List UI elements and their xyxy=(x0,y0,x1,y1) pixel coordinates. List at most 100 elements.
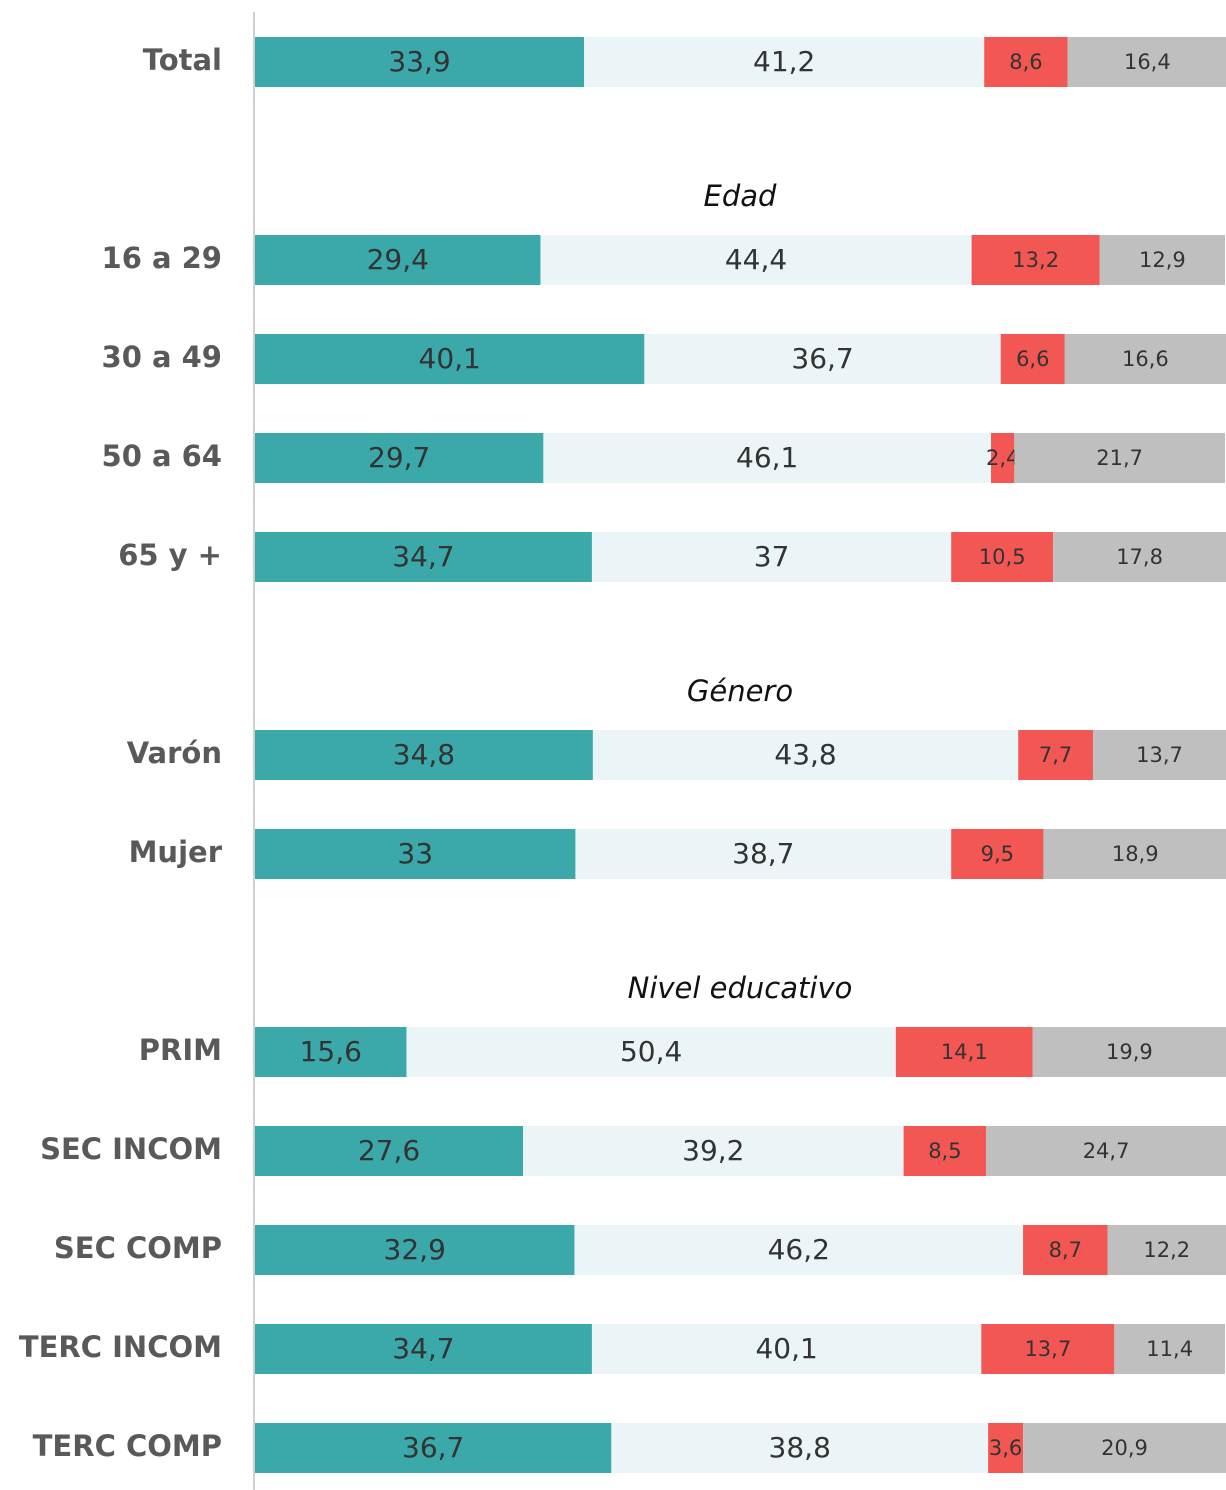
group-label: Edad xyxy=(704,179,778,213)
category-label: Total xyxy=(143,43,222,77)
value-label: 8,6 xyxy=(1009,50,1042,74)
category-label: Mujer xyxy=(129,835,223,869)
value-label: 34,7 xyxy=(392,1332,454,1365)
value-label: 29,7 xyxy=(368,441,430,474)
value-label: 6,6 xyxy=(1016,347,1049,371)
value-label: 2,4 xyxy=(986,446,1019,470)
bar-segment xyxy=(255,1225,575,1275)
bar-segment xyxy=(981,1324,1115,1374)
group-label: Nivel educativo xyxy=(628,971,853,1005)
bar-segment xyxy=(1064,334,1226,384)
value-label: 27,6 xyxy=(358,1134,420,1167)
value-label: 18,9 xyxy=(1112,842,1159,866)
category-label: Varón xyxy=(127,736,222,770)
value-label: 46,1 xyxy=(736,441,798,474)
value-label: 8,5 xyxy=(928,1139,961,1163)
bar-segment xyxy=(1107,1225,1226,1275)
category-label: TERC COMP xyxy=(33,1429,222,1463)
value-label: 17,8 xyxy=(1116,545,1163,569)
value-label: 11,4 xyxy=(1146,1337,1193,1361)
bar-segment xyxy=(1067,37,1226,87)
bar-segment xyxy=(903,1126,987,1176)
bar-segment xyxy=(255,1126,523,1176)
value-label: 20,9 xyxy=(1101,1436,1148,1460)
bar-segment xyxy=(255,334,645,384)
bar-segment xyxy=(951,829,1044,879)
bar-segment xyxy=(255,829,576,879)
value-label: 34,7 xyxy=(392,540,454,573)
value-label: 36,7 xyxy=(402,1431,464,1464)
value-label: 46,2 xyxy=(768,1233,830,1266)
value-label: 19,9 xyxy=(1106,1040,1153,1064)
value-label: 24,7 xyxy=(1083,1139,1130,1163)
value-label: 43,8 xyxy=(774,738,836,771)
bar-segment xyxy=(1053,532,1226,582)
bar-segment xyxy=(584,37,985,87)
bar-segment xyxy=(540,235,972,285)
bar-segment xyxy=(1032,1027,1226,1077)
category-label: TERC INCOM xyxy=(19,1330,222,1364)
bar-segment xyxy=(1114,1324,1226,1374)
value-label: 13,7 xyxy=(1024,1337,1071,1361)
value-label: 3,6 xyxy=(989,1436,1022,1460)
value-label: 9,5 xyxy=(981,842,1014,866)
category-label: SEC INCOM xyxy=(40,1132,222,1166)
value-label: 38,7 xyxy=(732,837,794,870)
category-label: 16 a 29 xyxy=(102,241,222,275)
bar-segment xyxy=(255,1423,612,1473)
bar-segment xyxy=(1092,730,1226,780)
bar-segment xyxy=(575,829,952,879)
value-label: 14,1 xyxy=(941,1040,988,1064)
category-label: SEC COMP xyxy=(54,1231,222,1265)
value-label: 32,9 xyxy=(384,1233,446,1266)
category-label: 65 y + xyxy=(118,538,222,572)
bar-segment xyxy=(255,730,593,780)
value-label: 33,9 xyxy=(388,45,450,78)
value-label: 13,2 xyxy=(1012,248,1059,272)
category-label: 50 a 64 xyxy=(102,439,222,473)
value-label: 10,5 xyxy=(979,545,1026,569)
category-label: PRIM xyxy=(139,1033,222,1067)
bar-segment xyxy=(1014,433,1226,483)
category-label: 30 a 49 xyxy=(102,340,222,374)
bar-segment xyxy=(255,532,592,582)
bar-segment xyxy=(592,730,1019,780)
bar-segment xyxy=(611,1423,989,1473)
bar-segment xyxy=(986,1126,1226,1176)
value-label: 12,2 xyxy=(1143,1238,1190,1262)
group-label: Género xyxy=(687,674,793,708)
bar-segment xyxy=(984,37,1068,87)
bar-segment xyxy=(255,433,544,483)
value-label: 12,9 xyxy=(1139,248,1186,272)
value-label: 8,7 xyxy=(1049,1238,1082,1262)
bar-segment xyxy=(591,532,952,582)
bar-segment xyxy=(1018,730,1093,780)
value-label: 16,4 xyxy=(1124,50,1171,74)
bar-segment xyxy=(644,334,1001,384)
value-label: 33 xyxy=(397,837,433,870)
value-label: 29,4 xyxy=(367,243,429,276)
value-label: 40,1 xyxy=(419,342,481,375)
bar-segment xyxy=(971,235,1100,285)
bar-segment xyxy=(1023,1423,1226,1473)
bar-segment xyxy=(1000,334,1065,384)
bar-segment xyxy=(1023,1225,1108,1275)
bar-segment xyxy=(255,1027,407,1077)
value-label: 38,8 xyxy=(769,1431,831,1464)
value-label: 7,7 xyxy=(1039,743,1072,767)
bar-segment xyxy=(255,37,585,87)
bar-segment xyxy=(895,1027,1033,1077)
bar-segment xyxy=(951,532,1054,582)
value-label: 21,7 xyxy=(1096,446,1143,470)
value-label: 41,2 xyxy=(753,45,815,78)
bar-segment xyxy=(591,1324,982,1374)
bar-segment xyxy=(1043,829,1226,879)
bar-segment xyxy=(406,1027,896,1077)
value-label: 13,7 xyxy=(1136,743,1183,767)
bar-segment xyxy=(522,1126,904,1176)
value-label: 16,6 xyxy=(1122,347,1169,371)
value-label: 39,2 xyxy=(682,1134,744,1167)
bar-segment xyxy=(988,1423,1024,1473)
value-label: 37 xyxy=(754,540,790,573)
